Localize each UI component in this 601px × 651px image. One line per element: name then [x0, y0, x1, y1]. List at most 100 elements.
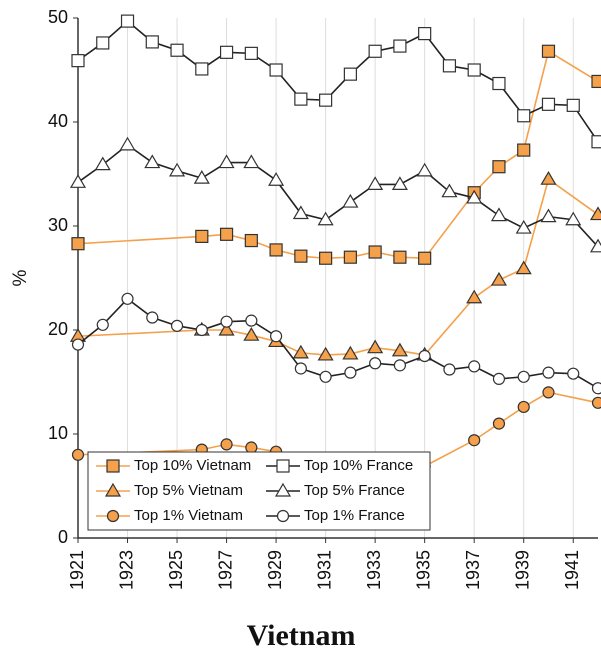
y-tick-label: 40 [48, 111, 68, 131]
marker [542, 45, 554, 57]
marker [72, 55, 84, 67]
marker [221, 439, 232, 450]
marker [245, 47, 257, 59]
marker [369, 246, 381, 258]
marker [543, 367, 554, 378]
marker [543, 387, 554, 398]
marker [592, 136, 601, 148]
marker [517, 221, 531, 233]
legend-label: Top 10% France [304, 457, 413, 474]
marker [591, 208, 601, 220]
marker [492, 273, 506, 285]
marker [593, 383, 601, 394]
marker [343, 195, 357, 207]
x-tick-label: 1933 [364, 550, 384, 590]
marker [541, 210, 555, 222]
marker [108, 511, 119, 522]
y-tick-label: 10 [48, 423, 68, 443]
marker [107, 460, 119, 472]
marker [518, 371, 529, 382]
marker [493, 78, 505, 90]
marker [295, 363, 306, 374]
legend-label: Top 5% Vietnam [134, 482, 243, 499]
marker [493, 373, 504, 384]
marker [269, 173, 283, 185]
y-tick-label: 0 [58, 527, 68, 547]
marker [294, 346, 308, 358]
marker [467, 291, 481, 303]
marker [73, 339, 84, 350]
legend-label: Top 10% Vietnam [134, 457, 251, 474]
marker [244, 156, 258, 168]
marker [270, 64, 282, 76]
marker [368, 341, 382, 353]
x-tick-label: 1921 [67, 550, 87, 590]
marker [97, 37, 109, 49]
marker [468, 64, 480, 76]
marker [97, 319, 108, 330]
legend-label: Top 1% France [304, 507, 405, 524]
marker [220, 156, 234, 168]
y-tick-label: 20 [48, 319, 68, 339]
marker [368, 177, 382, 189]
marker [246, 442, 257, 453]
marker [419, 28, 431, 40]
marker [73, 449, 84, 460]
x-tick-label: 1937 [463, 550, 483, 590]
marker [492, 209, 506, 221]
marker [443, 60, 455, 72]
x-tick-label: 1929 [265, 550, 285, 590]
marker [72, 238, 84, 250]
marker [394, 40, 406, 52]
marker [444, 364, 455, 375]
marker [542, 98, 554, 110]
x-tick-label: 1925 [166, 550, 186, 590]
marker [592, 75, 601, 87]
marker [295, 93, 307, 105]
marker [320, 252, 332, 264]
x-tick-label: 1931 [314, 550, 334, 590]
marker [518, 110, 530, 122]
marker [568, 368, 579, 379]
marker [146, 36, 158, 48]
marker [541, 172, 555, 184]
marker [493, 418, 504, 429]
marker [278, 511, 289, 522]
marker [344, 251, 356, 263]
marker [221, 316, 232, 327]
marker [277, 460, 289, 472]
marker [196, 230, 208, 242]
marker [320, 371, 331, 382]
y-tick-label: 30 [48, 215, 68, 235]
marker [196, 63, 208, 75]
marker [147, 312, 158, 323]
marker [419, 252, 431, 264]
marker [394, 360, 405, 371]
marker [121, 138, 135, 150]
x-tick-label: 1927 [215, 550, 235, 590]
marker [294, 207, 308, 219]
chart-title: Vietnam [247, 619, 356, 646]
marker [245, 235, 257, 247]
x-tick-label: 1939 [512, 550, 532, 590]
marker [171, 44, 183, 56]
marker [517, 262, 531, 274]
x-tick-label: 1935 [413, 550, 433, 590]
y-axis-label: % [10, 269, 31, 286]
marker [493, 161, 505, 173]
marker [518, 401, 529, 412]
marker [295, 250, 307, 262]
marker [122, 15, 134, 27]
marker [246, 315, 257, 326]
marker [122, 293, 133, 304]
x-tick-label: 1941 [562, 550, 582, 590]
marker [469, 361, 480, 372]
marker [419, 351, 430, 362]
marker [394, 251, 406, 263]
marker [271, 331, 282, 342]
marker [270, 244, 282, 256]
marker [370, 358, 381, 369]
marker [393, 177, 407, 189]
marker [145, 156, 159, 168]
